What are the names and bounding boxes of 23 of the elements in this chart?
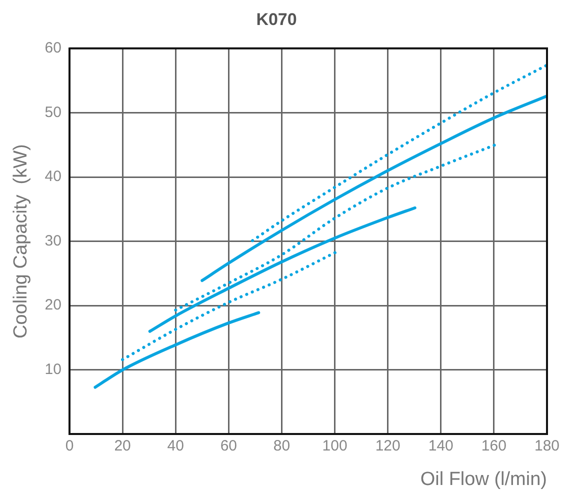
x-tick-label: 0	[65, 437, 74, 454]
y-tick-label: 20	[44, 296, 62, 314]
y-tick-label: 60	[44, 40, 62, 57]
y-tick-label: 50	[44, 104, 62, 121]
y-axis-title: Cooling Capacity (kW)	[10, 144, 32, 338]
y-tick-label: 10	[44, 361, 62, 378]
line-series	[94, 311, 260, 389]
x-tick-label: 120	[375, 437, 400, 454]
x-tick-label: 20	[114, 437, 131, 454]
line-series	[200, 94, 547, 282]
x-tick-label: 60	[220, 437, 237, 454]
x-tick-label: 80	[273, 437, 290, 454]
x-tick-label: 100	[322, 437, 348, 454]
y-tick-label: 30	[44, 232, 62, 250]
x-axis-title: Oil Flow (l/min)	[420, 468, 547, 490]
x-tick-label: 160	[481, 437, 506, 454]
y-tick-label: 40	[44, 168, 62, 186]
x-tick-label: 40	[167, 437, 184, 454]
x-tick-label: 140	[428, 437, 454, 454]
x-tick-label: 180	[534, 437, 560, 454]
line-series	[251, 64, 547, 242]
line-series	[121, 250, 338, 362]
chart-title: K070	[256, 10, 297, 29]
